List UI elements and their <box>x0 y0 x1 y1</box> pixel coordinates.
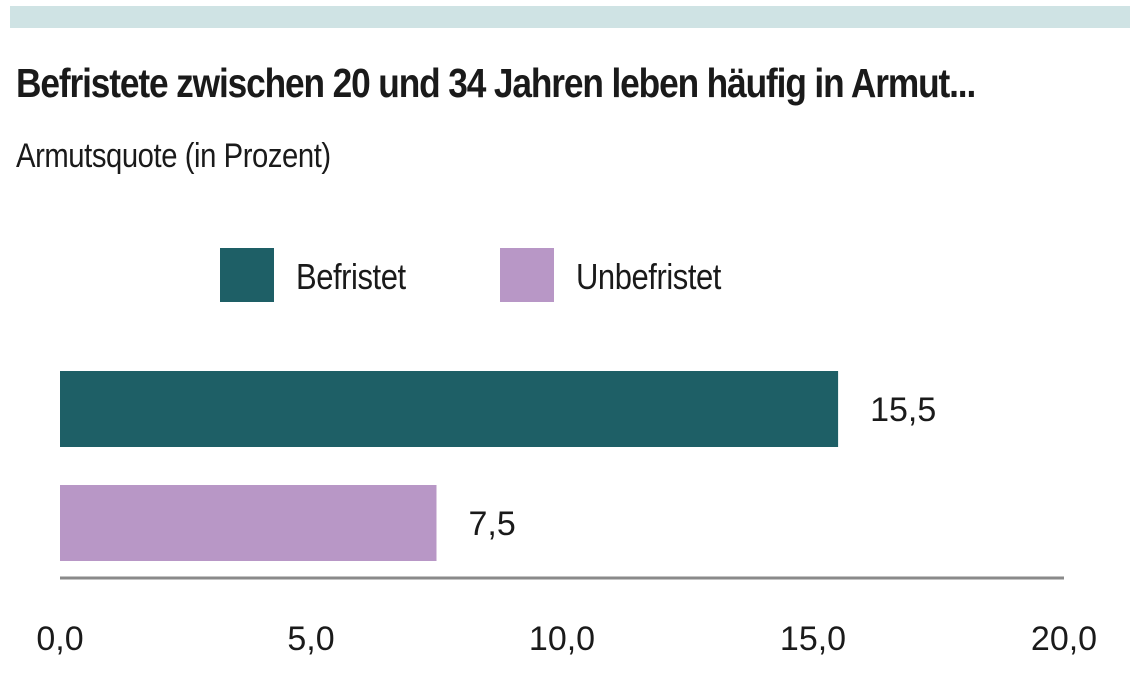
chart-legend: Befristet Unbefristet <box>0 248 1140 304</box>
x-tick-label: 5,0 <box>287 620 334 658</box>
x-tick-label: 10,0 <box>529 620 595 658</box>
chart-subtitle: Armutsquote (in Prozent) <box>16 137 331 175</box>
x-tick-label: 15,0 <box>780 620 846 658</box>
data-label-unbefristet: 7,5 <box>469 505 516 543</box>
chart-title: Befristete zwischen 20 und 34 Jahren leb… <box>16 60 976 106</box>
legend-label-unbefristet: Unbefristet <box>576 256 721 297</box>
header-band <box>10 6 1130 28</box>
bar-unbefristet <box>60 485 437 561</box>
bar-befristet <box>60 371 839 447</box>
data-label-befristet: 15,5 <box>870 391 936 429</box>
legend-swatch-unbefristet <box>500 248 554 302</box>
legend-label-befristet: Befristet <box>296 256 406 297</box>
x-tick-label: 20,0 <box>1031 620 1097 658</box>
x-tick-label: 0,0 <box>36 620 83 658</box>
legend-swatch-befristet <box>220 248 274 302</box>
